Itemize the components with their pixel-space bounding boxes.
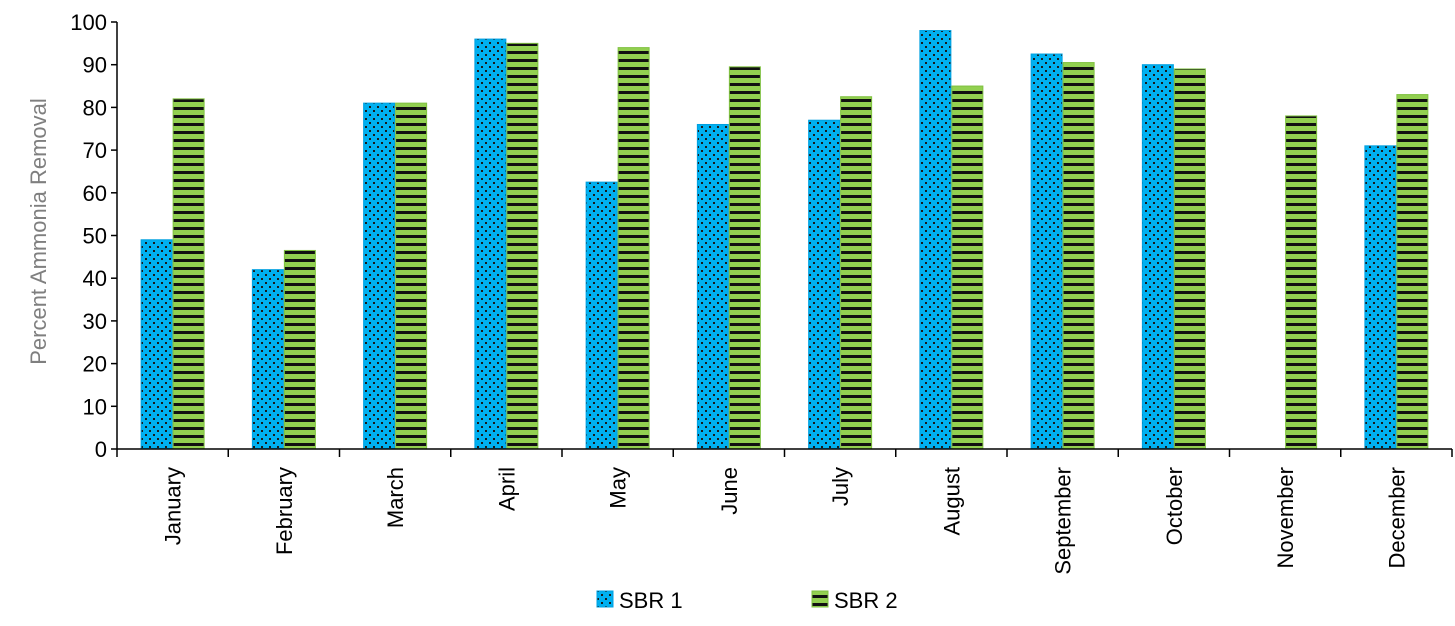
bar-sbr-2-august <box>951 85 984 450</box>
legend-label-sbr-2: SBR 2 <box>834 588 898 613</box>
bar-sbr-1-september <box>1030 53 1063 450</box>
x-category-label-march: March <box>383 467 408 528</box>
y-tick-label-80: 80 <box>83 95 107 120</box>
y-tick-label-10: 10 <box>83 394 107 419</box>
bar-sbr-2-april <box>506 42 539 450</box>
bar-sbr-2-october <box>1173 68 1206 450</box>
bar-sbr-1-december <box>1364 145 1397 450</box>
bar-sbr-2-july <box>840 96 873 450</box>
bar-sbr-2-november <box>1285 115 1318 450</box>
y-tick-label-100: 100 <box>70 10 107 35</box>
plot-area <box>140 30 1429 450</box>
x-category-label-october: October <box>1162 467 1187 545</box>
x-category-label-july: July <box>828 467 853 506</box>
x-category-label-february: February <box>272 467 297 555</box>
bar-sbr-2-may <box>617 47 650 450</box>
x-category-label-may: May <box>606 467 631 509</box>
y-tick-label-70: 70 <box>83 138 107 163</box>
bar-sbr-1-january <box>140 239 173 450</box>
x-category-label-june: June <box>717 467 742 515</box>
bar-sbr-2-june <box>728 66 761 450</box>
y-tick-label-0: 0 <box>95 437 107 462</box>
x-category-label-april: April <box>494 467 519 511</box>
bar-sbr-1-july <box>808 119 841 450</box>
bar-sbr-2-january <box>172 98 205 450</box>
y-tick-label-40: 40 <box>83 266 107 291</box>
bar-sbr-2-february <box>283 249 316 450</box>
labels: 0 10 20 30 40 50 60 70 80 90 100 January February Mar… <box>26 10 1409 575</box>
legend: SBR 1 SBR 2 <box>596 588 898 613</box>
legend-swatch-sbr-1 <box>596 590 614 608</box>
bar-sbr-1-april <box>474 38 507 450</box>
x-category-label-november: November <box>1273 467 1298 568</box>
bar-sbr-1-june <box>696 123 729 450</box>
bar-sbr-1-march <box>363 102 396 450</box>
y-tick-label-30: 30 <box>83 309 107 334</box>
bar-sbr-2-december <box>1396 94 1429 450</box>
y-tick-label-20: 20 <box>83 352 107 377</box>
y-tick-label-50: 50 <box>83 224 107 249</box>
y-tick-label-60: 60 <box>83 181 107 206</box>
bar-sbr-1-october <box>1141 64 1174 450</box>
bar-sbr-1-may <box>585 181 618 450</box>
y-axis-title: Percent Ammonia Removal <box>26 98 51 365</box>
bar-sbr-2-march <box>395 102 428 450</box>
x-category-label-september: September <box>1051 467 1076 575</box>
bar-sbr-1-february <box>251 269 284 450</box>
legend-swatch-sbr-2 <box>811 590 829 608</box>
bar-sbr-1-august <box>919 30 952 450</box>
bar-sbr-2-september <box>1062 62 1095 450</box>
x-category-label-january: January <box>161 467 186 545</box>
axes <box>111 21 1453 457</box>
x-category-label-december: December <box>1384 467 1409 568</box>
x-category-label-august: August <box>939 467 964 536</box>
y-tick-label-90: 90 <box>83 53 107 78</box>
legend-label-sbr-1: SBR 1 <box>619 588 683 613</box>
